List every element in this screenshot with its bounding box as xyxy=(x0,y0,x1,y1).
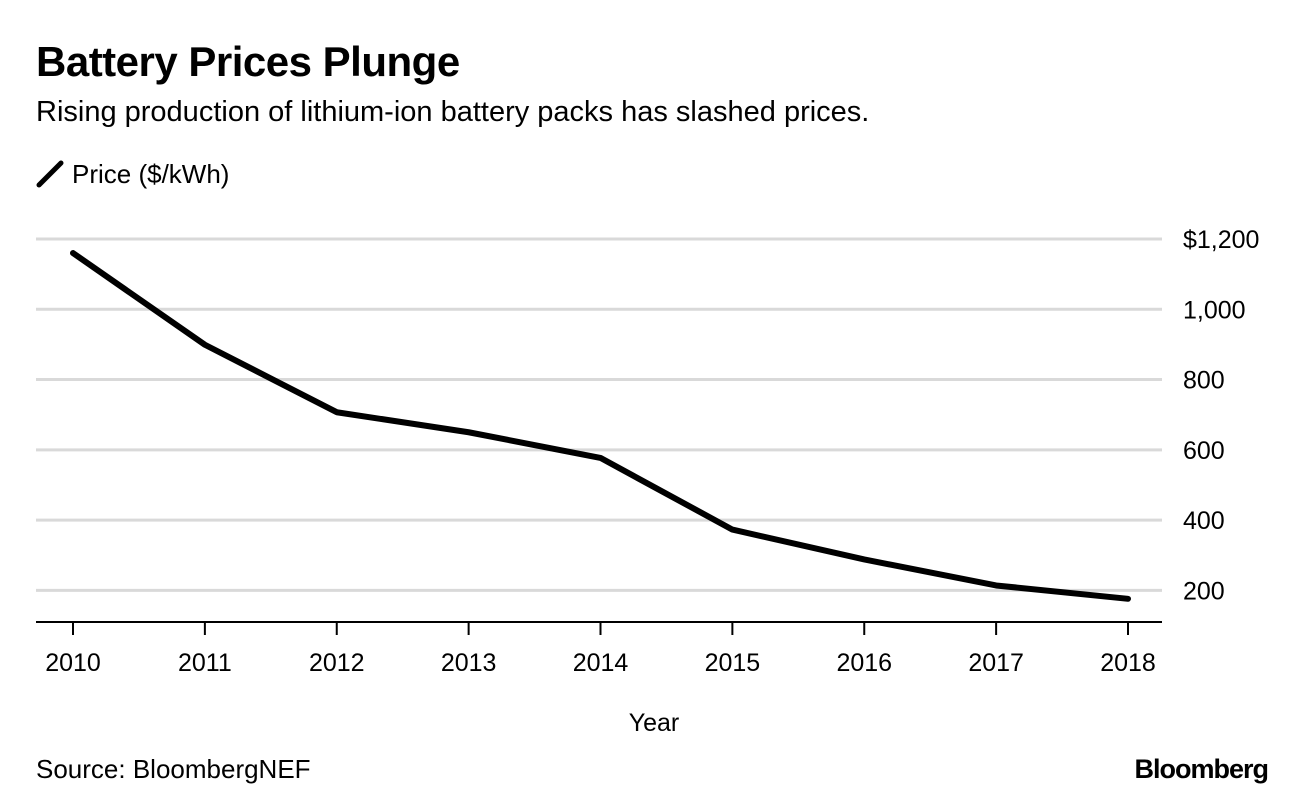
y-axis: 200 400 600 800 1,000 $1,200 xyxy=(1183,226,1259,605)
series-line-price xyxy=(70,250,1131,602)
x-tick-label-2014: 2014 xyxy=(573,649,629,677)
x-tick-label-2015: 2015 xyxy=(705,649,761,677)
chart-subtitle: Rising production of lithium-ion battery… xyxy=(36,96,870,128)
x-tick-label-2012: 2012 xyxy=(309,649,365,677)
x-tick-label-2010: 2010 xyxy=(45,649,101,677)
legend: Price ($/kWh) xyxy=(36,157,229,191)
y-tick-label-600: 600 xyxy=(1183,437,1225,465)
x-tick-label-2013: 2013 xyxy=(441,649,497,677)
gridlines xyxy=(36,237,1162,592)
x-tick-label-2017: 2017 xyxy=(968,649,1024,677)
legend-label: Price ($/kWh) xyxy=(72,158,230,189)
y-tick-label-800: 800 xyxy=(1183,367,1225,395)
bloomberg-logo: Bloomberg xyxy=(1134,754,1269,784)
x-tick-label-2018: 2018 xyxy=(1100,649,1156,677)
x-axis-title: Year xyxy=(629,709,680,737)
series xyxy=(70,250,1131,602)
x-tick-label-2016: 2016 xyxy=(836,649,892,677)
x-tick-label-2011: 2011 xyxy=(178,649,232,677)
legend-line-swatch-icon xyxy=(36,160,64,188)
source-note: Source: BloombergNEF xyxy=(36,754,311,784)
y-tick-label-400: 400 xyxy=(1183,507,1225,535)
chart-title: Battery Prices Plunge xyxy=(36,38,460,85)
x-axis: 2010 2011 2012 2013 2014 2015 2016 2017 2018 xyxy=(36,621,1162,677)
y-tick-label-1000: 1,000 xyxy=(1183,296,1246,324)
y-tick-label-1200: $1,200 xyxy=(1183,226,1259,254)
y-tick-label-200: 200 xyxy=(1183,577,1225,605)
